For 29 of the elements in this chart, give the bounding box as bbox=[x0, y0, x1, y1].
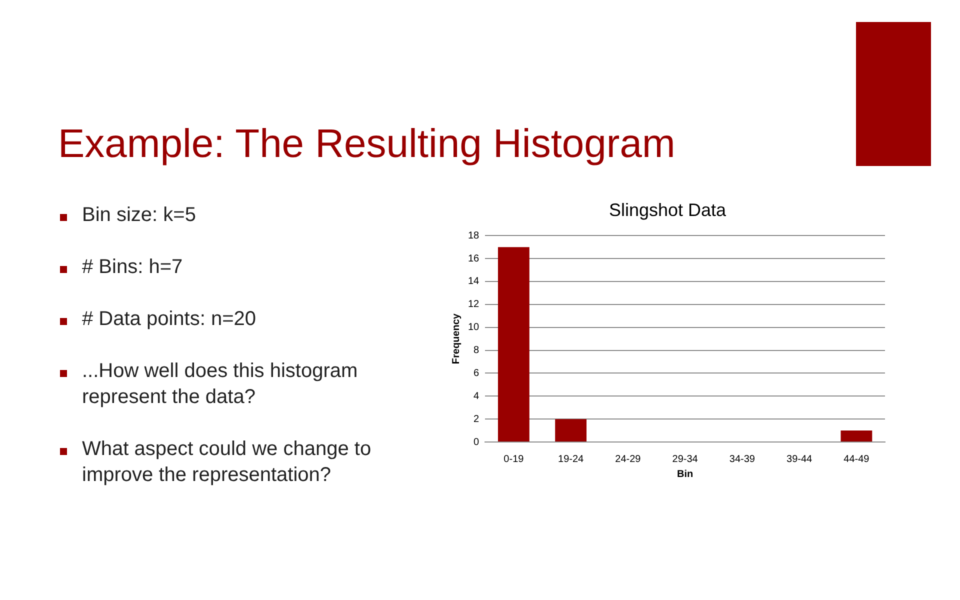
text: What aspect could we change to improve the representation? bbox=[82, 437, 372, 488]
x-tick-label: 24-29 bbox=[615, 454, 642, 465]
y-tick-label: 10 bbox=[468, 322, 480, 334]
text: # Data points: n=20 bbox=[82, 307, 258, 332]
x-tick-label: 0-19 bbox=[504, 454, 524, 465]
x-tick-label: 44-49 bbox=[844, 454, 870, 465]
text: # Bins: h=7 bbox=[82, 255, 184, 280]
y-tick-label: 0 bbox=[474, 436, 480, 448]
y-tick-label: 4 bbox=[474, 390, 480, 402]
x-tick-label: 29-34 bbox=[672, 454, 698, 465]
y-tick-label: 12 bbox=[468, 299, 480, 310]
y-tick-label: 8 bbox=[474, 345, 480, 356]
x-tick-label: 19-24 bbox=[558, 454, 584, 465]
bar bbox=[555, 419, 587, 442]
chart-subtitle: Slingshot Data bbox=[608, 200, 728, 220]
chart-title: Example: The Resulting Histogram bbox=[58, 122, 676, 167]
bar bbox=[498, 247, 530, 442]
y-tick-label: 18 bbox=[468, 230, 480, 242]
y-tick-label: 6 bbox=[474, 368, 480, 379]
y-tick-label: 2 bbox=[474, 414, 480, 425]
x-tick-label: 34-39 bbox=[729, 454, 756, 465]
x-tick-label: 39-44 bbox=[786, 454, 813, 465]
x-axis-title: Bin bbox=[677, 468, 694, 480]
y-axis-title: Frequency bbox=[450, 313, 462, 364]
y-tick-label: 14 bbox=[468, 276, 480, 288]
text: Bin size: k=5 bbox=[82, 203, 197, 228]
y-tick-label: 16 bbox=[468, 253, 480, 264]
text: ...How well does this histogram represent the data? bbox=[82, 359, 359, 410]
bar bbox=[840, 430, 872, 442]
